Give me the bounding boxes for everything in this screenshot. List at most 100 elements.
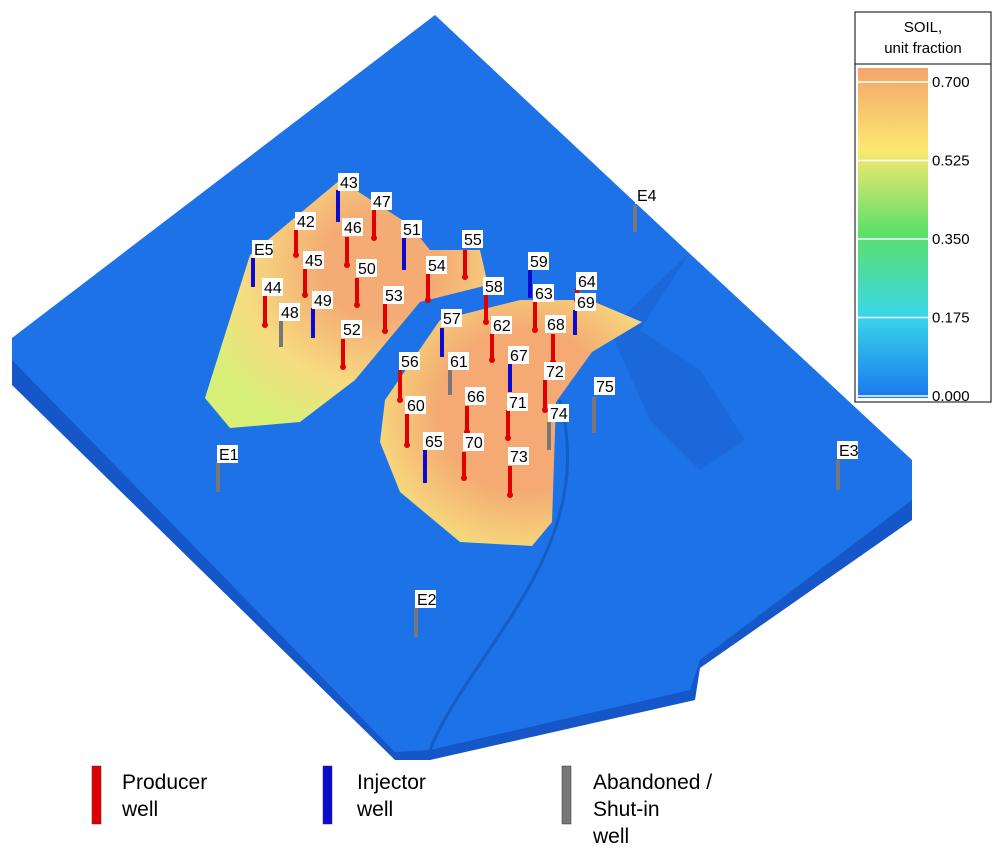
- well-stick: [279, 318, 283, 347]
- well-label-bg: [491, 316, 512, 334]
- well-stick: [398, 370, 402, 400]
- well-label-bg: [252, 240, 273, 258]
- well-label-bg: [545, 315, 566, 333]
- colorbar-title: SOIL,: [904, 19, 942, 36]
- well-label: 48: [281, 305, 299, 322]
- well-label: 42: [297, 214, 315, 231]
- well-stick: [448, 370, 452, 395]
- well-label-bg: [576, 272, 597, 290]
- well-label: 65: [425, 434, 443, 451]
- well-label: 62: [493, 318, 511, 335]
- legend-label: Producer: [122, 771, 207, 794]
- well-stick: [336, 190, 340, 222]
- well-stick: [484, 295, 488, 322]
- well-label-bg: [371, 192, 392, 210]
- well-stick: [251, 258, 255, 287]
- legend-swatch: [561, 765, 572, 825]
- well-label: 60: [407, 398, 425, 415]
- well-label-bg: [528, 252, 549, 270]
- well-label: 58: [485, 279, 503, 296]
- well-label: 61: [450, 354, 468, 371]
- well-label: E4: [637, 188, 657, 205]
- well-end: [505, 435, 511, 441]
- well-label: 44: [264, 280, 282, 297]
- well-stick: [508, 364, 512, 392]
- well-label: 55: [464, 232, 482, 249]
- well-stick: [294, 230, 298, 255]
- legend-swatch: [91, 765, 102, 825]
- well-label-bg: [303, 251, 324, 269]
- well-label: 67: [510, 348, 528, 365]
- well-label: 68: [547, 317, 565, 334]
- well-stick: [551, 334, 555, 362]
- well-label-bg: [575, 293, 596, 311]
- well-label-bg: [463, 433, 484, 451]
- well-label-bg: [342, 218, 363, 236]
- well-label-bg: [483, 277, 504, 295]
- well-label: 57: [443, 311, 461, 328]
- well-stick: [402, 238, 406, 270]
- well-stick: [465, 406, 469, 432]
- well-label: 63: [535, 286, 553, 303]
- well-stick: [573, 310, 577, 335]
- well-label: E5: [254, 242, 274, 259]
- well-end: [382, 328, 388, 334]
- legend-label: Injector: [357, 771, 426, 794]
- well-label: 50: [358, 261, 376, 278]
- well-end: [425, 297, 431, 303]
- well-label: 56: [401, 354, 419, 371]
- well-label-bg: [279, 303, 300, 321]
- well-label-bg: [462, 230, 483, 248]
- well-label-bg: [635, 186, 656, 204]
- well-end: [302, 292, 308, 298]
- legend-swatch: [322, 765, 333, 825]
- colorbar-tick-label: 0.350: [932, 231, 970, 248]
- legend-label: well: [592, 825, 629, 848]
- well-label: 72: [546, 364, 564, 381]
- well-label: 69: [577, 295, 595, 312]
- well-label: 71: [509, 395, 527, 412]
- well-label: 53: [385, 288, 403, 305]
- well-label: 47: [373, 194, 391, 211]
- well-end: [462, 274, 468, 280]
- colorbar-tick-label: 0.525: [932, 153, 970, 170]
- well-stick: [533, 302, 537, 330]
- well-stick: [355, 278, 359, 305]
- well-stick: [345, 237, 349, 265]
- well-end: [532, 327, 538, 333]
- well-stick: [311, 308, 315, 338]
- well-label: 64: [578, 274, 596, 291]
- well-label: 54: [428, 258, 446, 275]
- well-stick: [414, 608, 418, 637]
- well-label-bg: [465, 387, 486, 405]
- well-label-bg: [548, 404, 569, 422]
- colorbar-tick-label: 0.700: [932, 74, 970, 91]
- wells: 42 47 46 55 45 50 54 64 44 53 58 63 62 68 52 56 72 66 60 71…: [216, 173, 859, 637]
- well-label: E3: [839, 443, 859, 460]
- well-stick: [528, 270, 532, 298]
- well-stick: [463, 250, 467, 277]
- well-stick: [426, 272, 430, 300]
- well-stick: [543, 380, 547, 410]
- well-end: [344, 262, 350, 268]
- legend-label: Abandoned /: [593, 771, 712, 794]
- well-end: [461, 475, 467, 481]
- well-label: 59: [530, 254, 548, 271]
- colorbar-title: unit fraction: [884, 40, 962, 57]
- surface: [12, 15, 912, 760]
- well-label-bg: [415, 590, 436, 608]
- well-label: 49: [314, 293, 332, 310]
- well-stick: [383, 304, 387, 331]
- well-stick: [592, 397, 596, 433]
- well-stick: [508, 466, 512, 495]
- well-end: [404, 442, 410, 448]
- well-stick: [836, 460, 840, 490]
- well-end: [542, 407, 548, 413]
- well-label-bg: [508, 346, 529, 364]
- well-label-bg: [507, 393, 528, 411]
- well-label-bg: [426, 256, 447, 274]
- well-label: 75: [596, 379, 614, 396]
- well-stick: [506, 410, 510, 438]
- well-label-bg: [423, 432, 444, 450]
- well-label: E2: [417, 592, 437, 609]
